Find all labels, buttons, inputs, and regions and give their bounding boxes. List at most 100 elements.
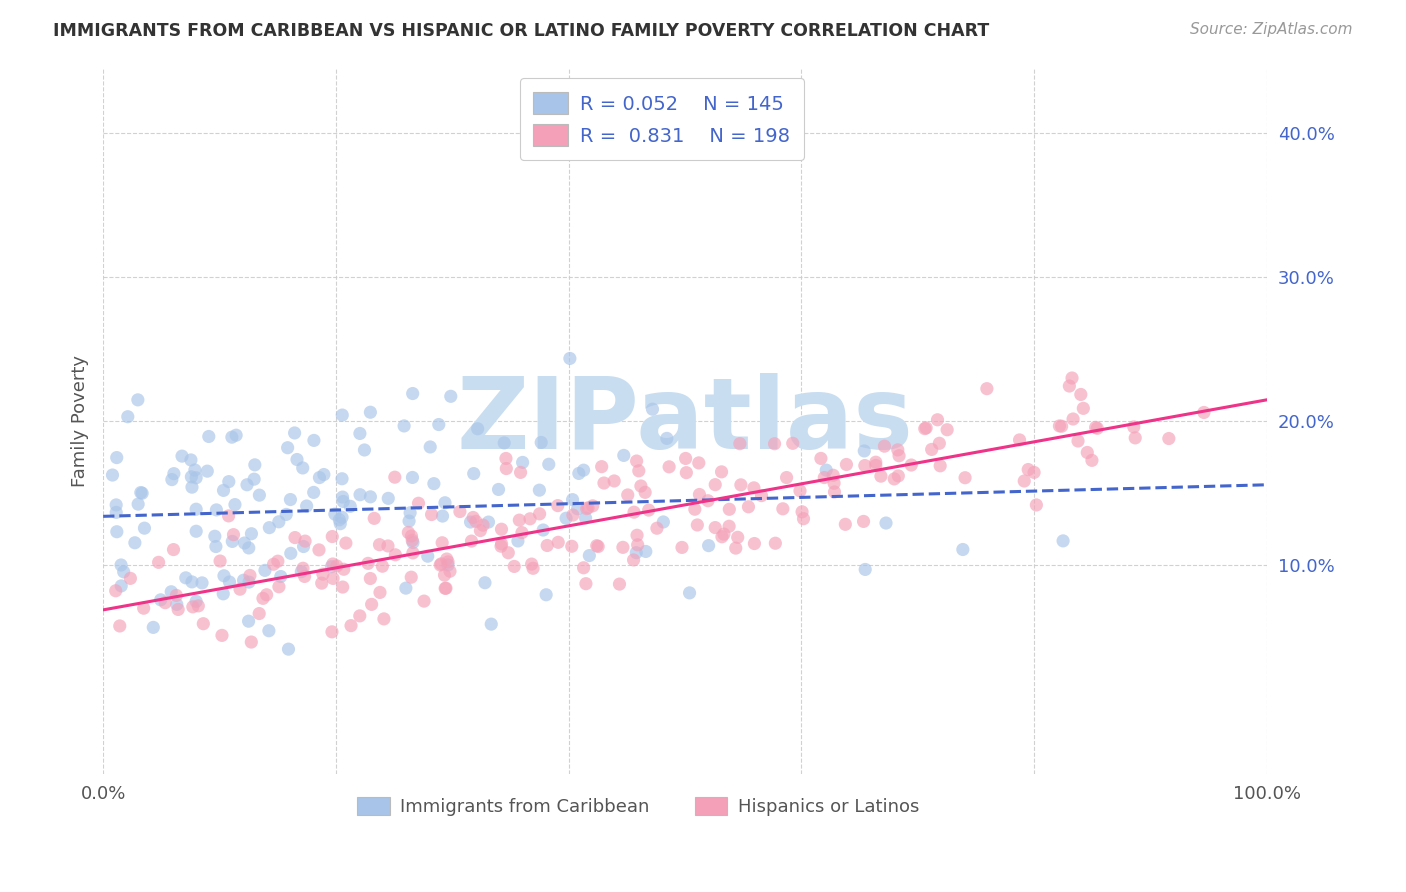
Point [488,483,510,497]
Point [852,515,875,529]
Point [433,568,456,582]
Point [688,456,710,470]
Point [704,477,727,491]
Point [420,508,443,522]
Point [1012,474,1035,488]
Point [463,467,485,481]
Point [772,501,794,516]
Point [240,526,263,541]
Point [349,426,371,441]
Point [613,449,636,463]
Point [522,561,544,575]
Point [162,542,184,557]
Point [360,598,382,612]
Point [536,539,558,553]
Point [870,469,893,483]
Point [302,485,325,500]
Point [186,524,208,539]
Point [634,485,657,500]
Point [332,580,354,594]
Point [555,511,578,525]
Point [865,455,887,469]
Point [311,576,333,591]
Point [494,436,516,450]
Point [853,562,876,576]
Point [675,451,697,466]
Point [727,530,749,544]
Point [186,502,208,516]
Point [1062,412,1084,426]
Point [623,505,645,519]
Point [637,503,659,517]
Point [127,497,149,511]
Point [519,512,541,526]
Point [402,535,425,549]
Point [568,467,591,481]
Point [326,558,349,573]
Point [775,470,797,484]
Point [392,418,415,433]
Point [184,463,207,477]
Point [574,511,596,525]
Point [467,422,489,436]
Point [321,624,343,639]
Point [112,565,135,579]
Point [1022,466,1045,480]
Point [887,468,910,483]
Point [626,546,648,560]
Point [180,453,202,467]
Point [195,464,218,478]
Point [593,476,616,491]
Point [399,506,422,520]
Point [915,421,938,435]
Point [104,583,127,598]
Point [782,436,804,450]
Point [853,458,876,473]
Point [124,535,146,549]
Point [582,499,605,513]
Point [160,473,183,487]
Point [212,483,235,498]
Point [257,624,280,638]
Point [149,592,172,607]
Point [221,430,243,444]
Point [328,513,350,527]
Point [460,534,482,549]
Point [321,530,343,544]
Point [120,571,142,585]
Point [436,552,458,566]
Point [253,563,276,577]
Point [576,500,599,515]
Point [285,452,308,467]
Point [330,408,353,422]
Point [359,405,381,419]
Point [495,451,517,466]
Point [186,471,208,485]
Point [952,542,974,557]
Point [232,573,254,587]
Point [470,524,492,538]
Point [813,470,835,484]
Point [433,496,456,510]
Point [495,461,517,475]
Point [953,471,976,485]
Point [434,581,457,595]
Point [239,568,262,582]
Point [224,498,246,512]
Point [531,523,554,537]
Point [291,461,314,475]
Point [222,527,245,541]
Point [464,514,486,528]
Point [789,483,811,498]
Point [333,562,356,576]
Point [704,520,727,534]
Point [434,582,457,596]
Point [461,510,484,524]
Point [284,531,307,545]
Point [270,569,292,583]
Point [191,575,214,590]
Point [1025,498,1047,512]
Point [626,454,648,468]
Point [547,499,569,513]
Point [547,535,569,549]
